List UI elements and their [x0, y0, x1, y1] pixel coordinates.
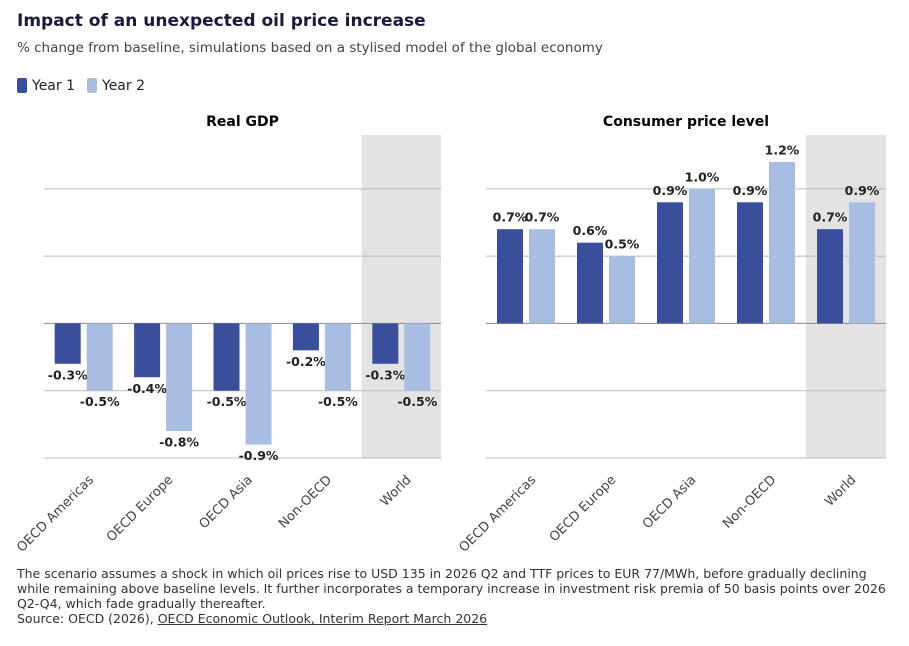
- x-tick-label: OECD Europe: [104, 473, 176, 545]
- bar: [529, 229, 555, 324]
- subtitle: % change from baseline, simulations base…: [17, 40, 603, 56]
- chart-title: Real GDP: [206, 114, 279, 130]
- data-label: -0.2%: [286, 354, 326, 369]
- bar: [134, 323, 161, 378]
- highlight-band: [361, 135, 441, 458]
- data-label: 0.7%: [525, 210, 560, 225]
- bar: [213, 323, 240, 391]
- data-label: -0.3%: [365, 367, 405, 382]
- bar: [769, 161, 795, 324]
- source-line: Source: OECD (2026), OECD Economic Outlo…: [17, 611, 897, 626]
- x-tick-label: World: [378, 473, 415, 510]
- bar: [372, 323, 399, 364]
- bar: [166, 323, 193, 432]
- note: The scenario assumes a shock in which oi…: [17, 566, 886, 611]
- data-label: 0.6%: [573, 223, 608, 238]
- x-tick-label: OECD Europe: [547, 473, 619, 545]
- legend-label: Year 1: [31, 78, 75, 94]
- x-tick-label: World: [822, 473, 859, 510]
- bar: [849, 202, 875, 324]
- legend-swatch: [87, 78, 97, 93]
- bar: [292, 323, 319, 351]
- bar: [86, 323, 113, 391]
- bar: [817, 229, 843, 324]
- data-label: -0.5%: [207, 394, 247, 409]
- data-label: 0.9%: [653, 183, 688, 198]
- bar: [689, 188, 715, 324]
- bar: [404, 323, 431, 391]
- bar: [324, 323, 351, 391]
- data-label: 0.9%: [845, 183, 880, 198]
- data-label: -0.4%: [127, 381, 167, 396]
- footnote: The scenario assumes a shock in which oi…: [17, 566, 897, 626]
- x-tick-label: Non-OECD: [720, 473, 779, 532]
- bar: [54, 323, 81, 364]
- legend-swatch: [17, 78, 27, 93]
- x-tick-label: OECD Americas: [14, 473, 97, 556]
- data-label: 0.9%: [733, 183, 768, 198]
- x-tick-label: OECD Asia: [640, 473, 699, 532]
- chart-title: Consumer price level: [603, 114, 769, 130]
- legend-label: Year 2: [101, 78, 145, 94]
- data-label: 0.7%: [813, 210, 848, 225]
- data-label: -0.5%: [397, 394, 437, 409]
- bar: [577, 242, 603, 324]
- bar: [245, 323, 272, 445]
- bar: [609, 256, 635, 324]
- x-tick-label: OECD Americas: [457, 473, 540, 556]
- bar: [657, 202, 683, 324]
- data-label: -0.5%: [318, 394, 358, 409]
- chart-area: Impact of an unexpected oil price increa…: [14, 11, 886, 556]
- data-label: -0.9%: [239, 448, 279, 463]
- data-label: -0.5%: [80, 394, 120, 409]
- x-tick-label: Non-OECD: [276, 473, 335, 532]
- bar: [497, 229, 523, 324]
- title: Impact of an unexpected oil price increa…: [17, 11, 426, 31]
- data-label: 0.7%: [493, 210, 528, 225]
- data-label: -0.8%: [159, 435, 199, 450]
- data-label: -0.3%: [48, 367, 88, 382]
- data-label: 0.5%: [605, 237, 640, 252]
- data-label: 1.0%: [685, 169, 720, 184]
- data-label: 1.2%: [765, 142, 800, 157]
- source: Source: OECD (2026),: [17, 611, 154, 626]
- source-link[interactable]: OECD Economic Outlook, Interim Report Ma…: [157, 611, 488, 626]
- x-tick-label: OECD Asia: [196, 473, 255, 532]
- bar: [737, 202, 763, 324]
